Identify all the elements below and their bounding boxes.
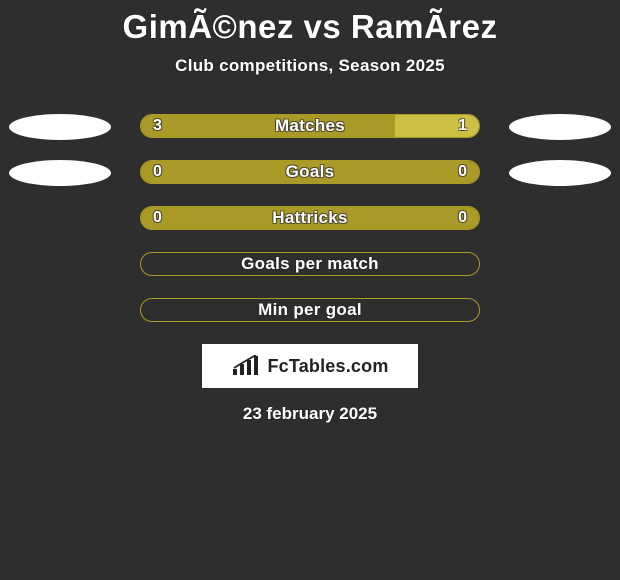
stat-rows: 31Matches 00Goals 00Hattricks Goals per mat… xyxy=(0,114,620,322)
player-dot-right xyxy=(509,114,611,140)
stat-label: Min per goal xyxy=(141,299,479,321)
stat-row: 00Hattricks xyxy=(0,206,620,230)
stat-bar: 00Goals xyxy=(140,160,480,184)
page-subtitle: Club competitions, Season 2025 xyxy=(0,56,620,76)
player-dot-left xyxy=(9,160,111,186)
stat-bar: 00Hattricks xyxy=(140,206,480,230)
stat-label: Goals per match xyxy=(141,253,479,275)
stat-label: Goals xyxy=(141,161,479,183)
bars-icon xyxy=(231,355,261,377)
stat-row: 00Goals xyxy=(0,160,620,184)
site-name: FcTables.com xyxy=(267,356,388,377)
site-badge: FcTables.com xyxy=(202,344,418,388)
stat-row: Min per goal xyxy=(0,298,620,322)
stat-label: Matches xyxy=(141,115,479,137)
stat-row: 31Matches xyxy=(0,114,620,138)
player-dot-right xyxy=(509,160,611,186)
stat-bar: 31Matches xyxy=(140,114,480,138)
stat-bar: Min per goal xyxy=(140,298,480,322)
stat-row: Goals per match xyxy=(0,252,620,276)
comparison-card: GimÃ©nez vs RamÃ­rez Club competitions, … xyxy=(0,0,620,424)
player-dot-left xyxy=(9,114,111,140)
page-title: GimÃ©nez vs RamÃ­rez xyxy=(0,8,620,46)
stat-label: Hattricks xyxy=(141,207,479,229)
stat-bar: Goals per match xyxy=(140,252,480,276)
date-label: 23 february 2025 xyxy=(0,404,620,424)
